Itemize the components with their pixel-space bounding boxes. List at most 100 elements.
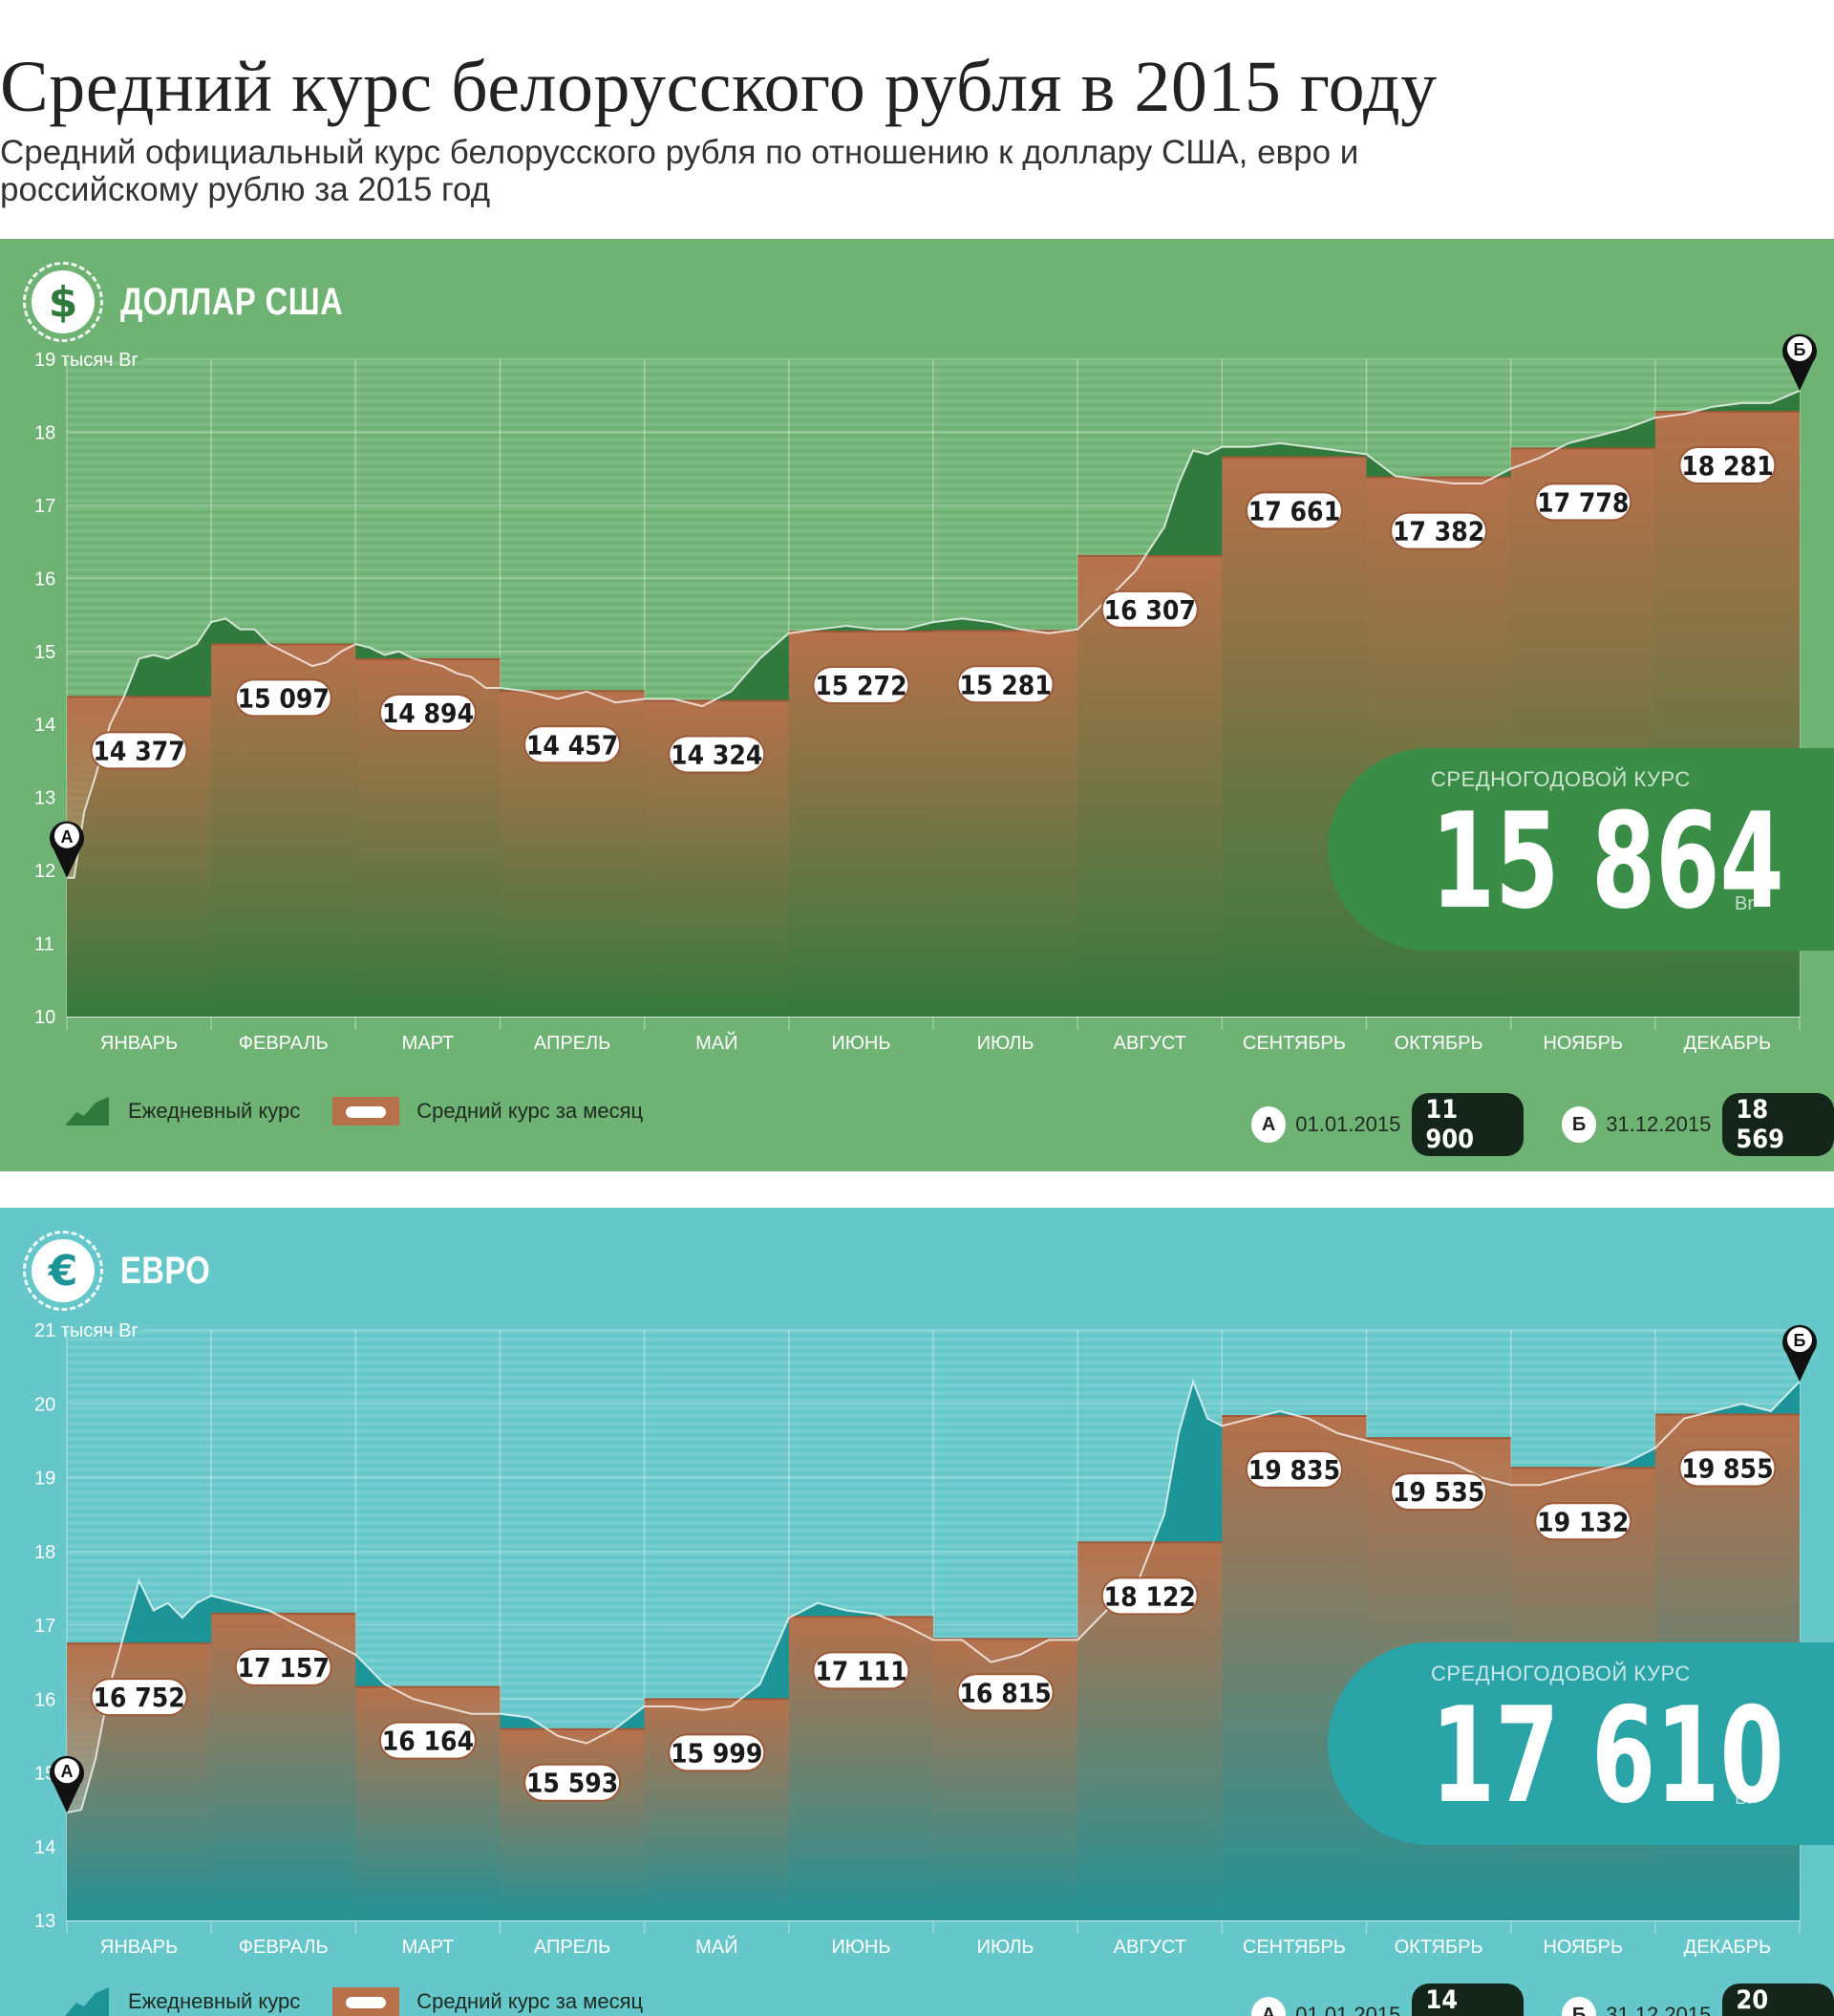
y-tick-label: 20	[34, 1394, 55, 1415]
page-subtitle: Средний официальный курс белорусского ру…	[0, 134, 1359, 208]
x-tick-label: НОЯБРЬ	[1543, 1033, 1623, 1054]
monthly-average-bar	[1077, 555, 1223, 1017]
y-tick-label: 13	[34, 1911, 55, 1932]
marker-letter: Б	[1794, 340, 1806, 359]
value-pill	[1534, 1502, 1632, 1541]
monthly-average-label: 17 778	[1537, 486, 1629, 518]
marker-dot	[54, 1758, 79, 1784]
eur-panel: € ЕВРО 13 14 15 16 17 18 19 20 21 тысяч Br ЯНВАРЬ…	[0, 1208, 1834, 2016]
value-pill	[90, 731, 188, 770]
start-date: 01.01.2015	[1295, 1112, 1401, 1136]
monthly-average-label: 18 281	[1681, 450, 1773, 482]
monthly-average-bar	[500, 1728, 645, 1920]
value-pill	[812, 665, 910, 704]
monthly-average-label: 18 122	[1104, 1580, 1196, 1612]
monthly-average-label: 17 382	[1393, 516, 1484, 547]
start-marker: А	[49, 821, 84, 878]
value-pill	[956, 1673, 1055, 1712]
value-pill	[956, 665, 1055, 704]
currency-title: ЕВРО	[120, 1249, 211, 1292]
value-pill	[1245, 491, 1343, 530]
y-tick-label: 10	[34, 1007, 55, 1028]
marker-letter: Б	[1794, 1331, 1806, 1350]
start-marker-badge: А	[1251, 1997, 1287, 2016]
monthly-average-bar	[1222, 457, 1367, 1017]
value-pill	[90, 1678, 188, 1717]
annual-average-label: СРЕДНОГОДОВОЙ КУРС	[1431, 1662, 1691, 1685]
monthly-average-bar	[1222, 1415, 1367, 1920]
legend: Ежедневный курс Средний курс за месяц	[63, 1985, 675, 2016]
value-pill	[1390, 1472, 1488, 1512]
y-tick-label: 14	[34, 715, 55, 736]
y-tick-label: 16	[34, 568, 55, 590]
start-end-legend: А 01.01.2015 11 900 Б 31.12.2015 18 569	[1251, 1093, 1834, 1156]
x-tick-label: ИЮЛЬ	[977, 1033, 1034, 1054]
currency-title: ДОЛЛАР США	[120, 280, 344, 323]
monthly-average-label: 15 272	[815, 670, 906, 701]
daily-rate-icon	[65, 1097, 109, 1126]
x-tick-label: МАЙ	[695, 1031, 737, 1054]
y-axis-unit-label: 19 тысяч Br	[34, 350, 138, 371]
annual-average-label: СРЕДНОГОДОВОЙ КУРС	[1431, 767, 1691, 791]
x-tick-label: АВГУСТ	[1114, 1033, 1186, 1054]
marker-dot	[1787, 335, 1812, 361]
y-tick-label: 16	[34, 1689, 55, 1710]
value-pill	[668, 1733, 766, 1772]
x-tick-label: АПРЕЛЬ	[534, 1937, 610, 1958]
value-pill	[523, 1763, 622, 1802]
x-tick-label: ЯНВАРЬ	[100, 1033, 178, 1054]
legend: Ежедневный курс Средний курс за месяц	[63, 1095, 675, 1127]
x-tick-label: СЕНТЯБРЬ	[1243, 1033, 1346, 1054]
x-tick-label: ДЕКАБРЬ	[1684, 1033, 1771, 1054]
x-tick-label: ФЕВРАЛЬ	[239, 1937, 329, 1958]
y-tick-label: 19	[34, 1469, 55, 1490]
legend-daily-label: Ежедневный курс	[128, 1989, 301, 2013]
value-pill	[378, 693, 477, 732]
annual-average-value: 15 864	[1431, 784, 1784, 938]
marker-letter: А	[61, 827, 74, 847]
monthly-average-label: 16 752	[93, 1682, 184, 1713]
marker-dot	[54, 823, 79, 848]
monthly-average-label: 19 835	[1248, 1454, 1340, 1486]
start-value: 11 900	[1412, 1093, 1524, 1156]
y-tick-label: 18	[34, 422, 55, 443]
x-tick-label: ОКТЯБРЬ	[1395, 1937, 1483, 1958]
end-date: 31.12.2015	[1606, 2003, 1712, 2016]
annual-average-unit: Br	[1735, 1788, 1754, 1809]
value-pill	[523, 725, 622, 764]
end-marker-badge: Б	[1562, 1106, 1597, 1143]
monthly-average-label: 17 111	[815, 1655, 906, 1686]
x-tick-label: НОЯБРЬ	[1543, 1937, 1623, 1958]
end-marker: Б	[1782, 1324, 1818, 1383]
annual-average-box: СРЕДНОГОДОВОЙ КУРС 17 610 Br	[1328, 1642, 1834, 1845]
value-pill	[378, 1721, 477, 1760]
monthly-average-label: 15 097	[238, 682, 330, 714]
monthly-average-label: 19 535	[1393, 1476, 1484, 1508]
y-tick-label: 17	[34, 1616, 55, 1637]
value-pill	[1390, 511, 1488, 550]
usd-chart: 10 11 12 13 14 15 16 17 18 19 тысяч Br ЯНВАРЬ ФЕВРА…	[34, 333, 1818, 1054]
y-tick-label: 11	[34, 934, 54, 955]
value-pill	[812, 1651, 910, 1690]
legend-monthly-label: Средний курс за месяц	[416, 1989, 644, 2013]
page-title: Средний курс белорусского рубля в 2015 г…	[0, 47, 1438, 127]
start-marker-badge: А	[1251, 1106, 1287, 1143]
x-tick-label: АВГУСТ	[1114, 1937, 1186, 1958]
eur-header: € ЕВРО	[23, 1231, 230, 1311]
daily-rate-icon	[65, 1987, 109, 2016]
annual-average-value: 17 610	[1431, 1679, 1784, 1833]
monthly-average-label: 15 999	[671, 1737, 762, 1769]
monthly-average-label: 19 132	[1537, 1506, 1629, 1537]
monthly-average-label: 15 593	[526, 1768, 618, 1799]
value-pill	[1245, 1449, 1343, 1489]
monthly-average-icon	[332, 1097, 400, 1126]
monthly-average-label: 17 157	[238, 1652, 330, 1684]
value-pill	[1534, 483, 1632, 522]
monthly-average-bar	[644, 1699, 789, 1920]
value-pill	[234, 1647, 332, 1686]
monthly-average-label: 14 324	[671, 739, 762, 770]
usd-header: $ ДОЛЛАР США	[23, 262, 392, 342]
end-value: 18 569	[1722, 1093, 1834, 1156]
y-tick-label: 17	[34, 496, 55, 517]
y-tick-label: 15	[34, 642, 55, 663]
